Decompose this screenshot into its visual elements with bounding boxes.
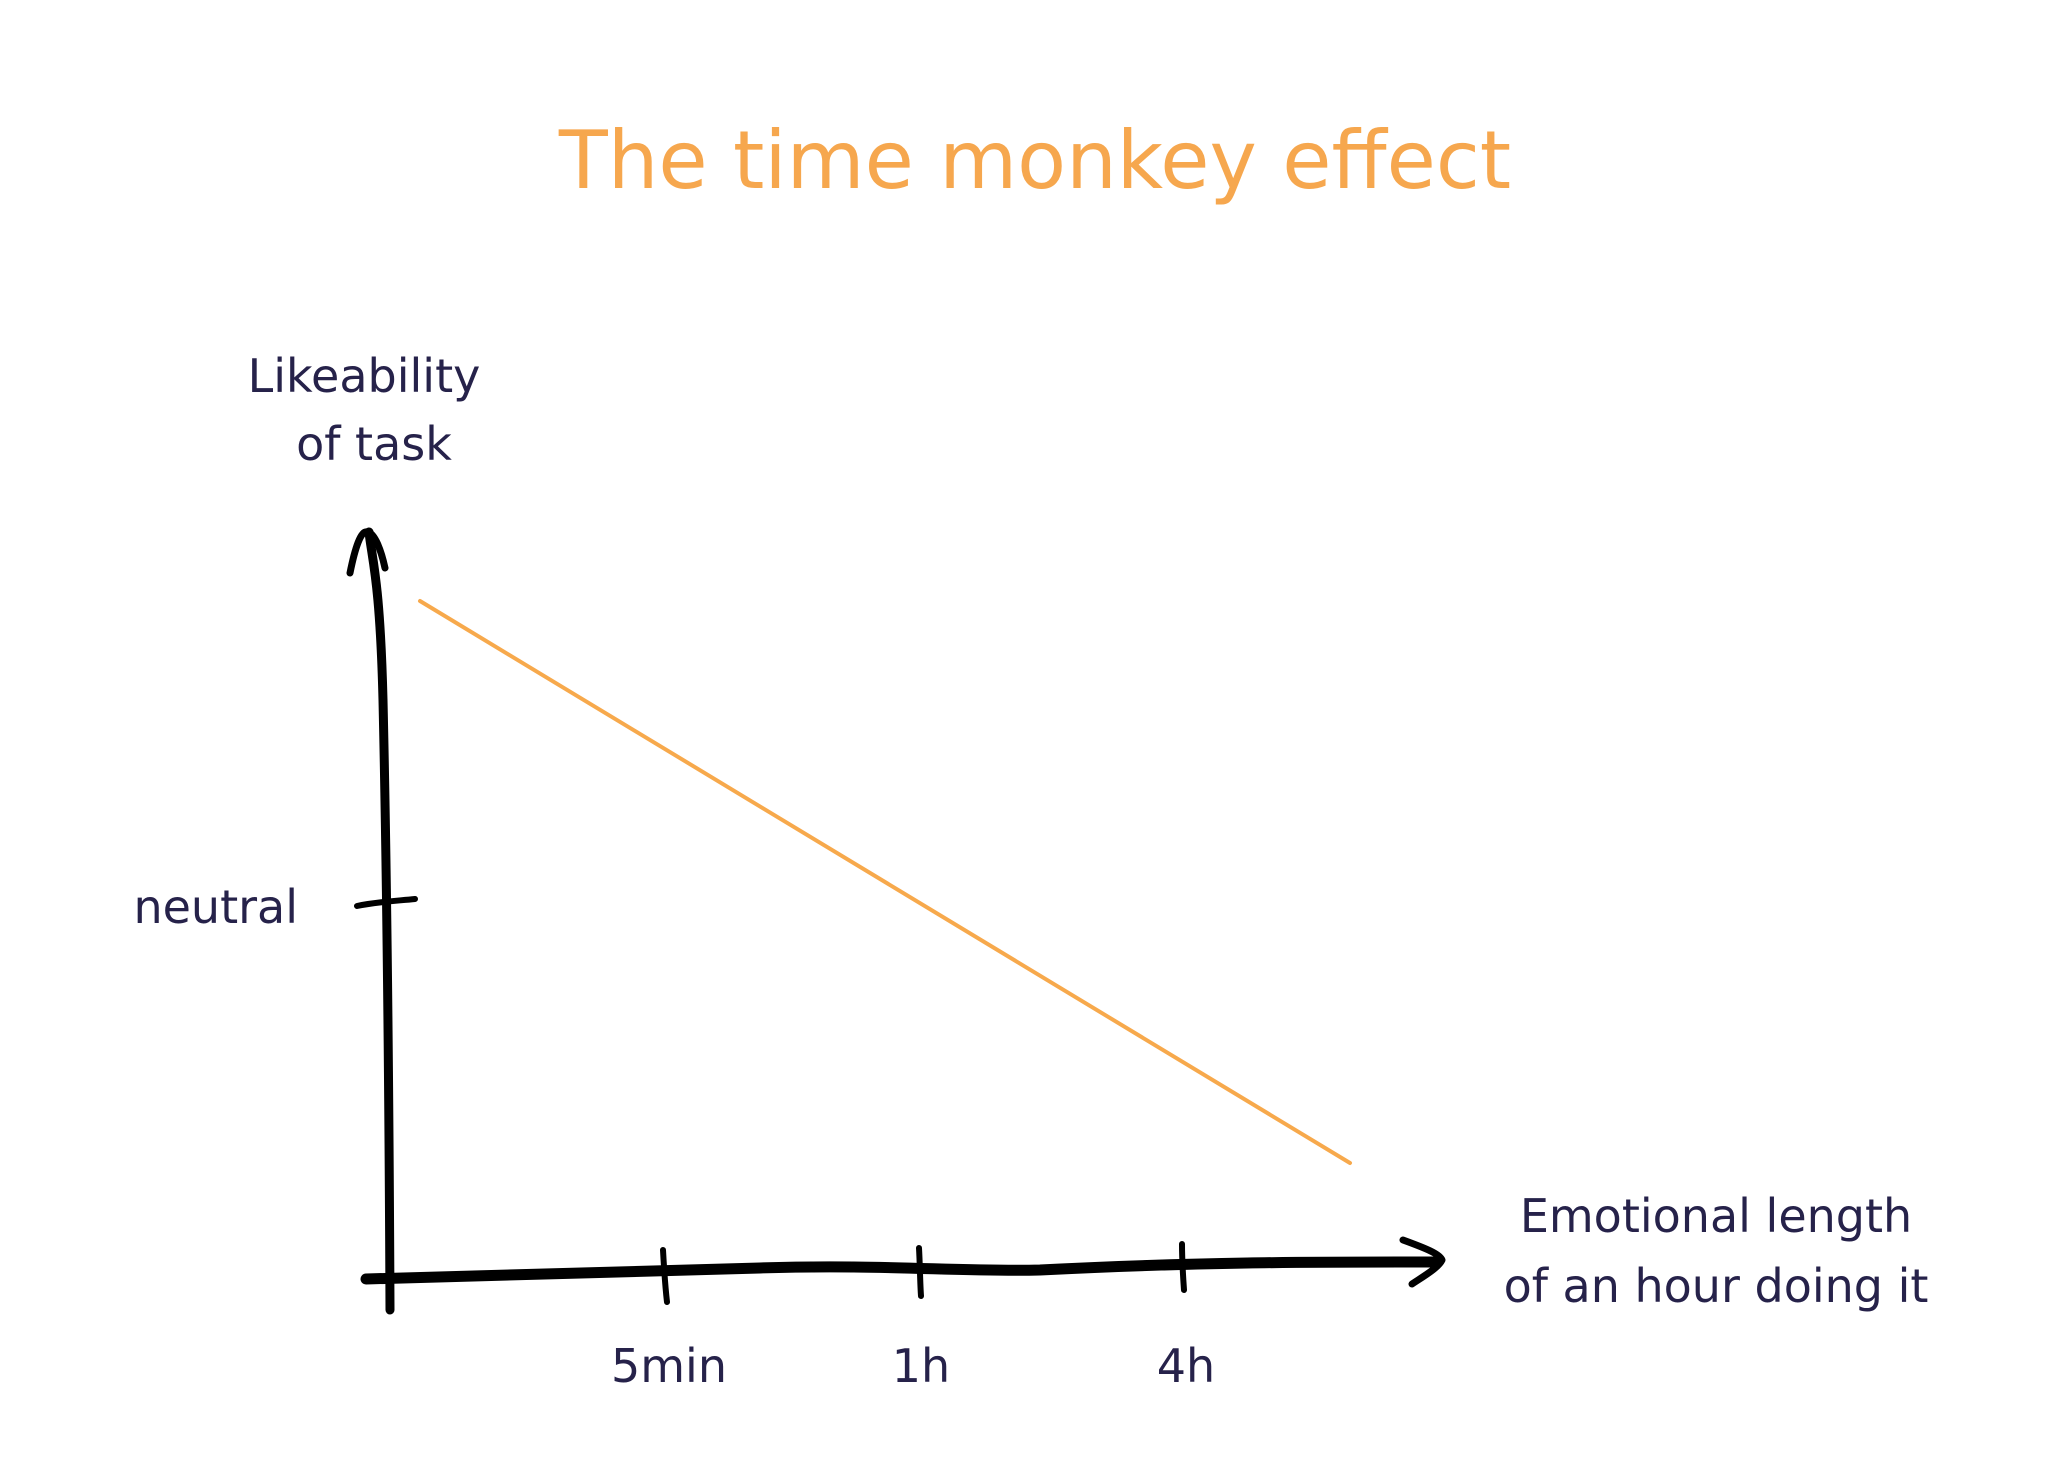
x-axis-label-line-1: Emotional length <box>1520 1189 1912 1243</box>
y-axis-line <box>364 527 395 1315</box>
x-tick-label-1h: 1h <box>892 1339 950 1393</box>
x-axis-label-line-2: of an hour doing it <box>1504 1259 1929 1313</box>
x-tick-mark-5min <box>660 1247 670 1305</box>
y-axis-arrowhead <box>346 528 389 577</box>
x-tick-label-5min: 5min <box>611 1339 727 1393</box>
y-tick-label-neutral: neutral <box>133 880 298 934</box>
series-line <box>418 599 1352 1165</box>
y-axis-label-line-1: Likeability <box>248 349 481 403</box>
chart-title: The time monkey effect <box>558 114 1511 207</box>
x-tick-label-4h: 4h <box>1157 1339 1215 1393</box>
x-axis-arrowhead <box>1399 1236 1446 1288</box>
y-tick-mark-neutral <box>354 896 418 909</box>
x-axis-line <box>360 1256 1444 1285</box>
x-tick-mark-1h <box>916 1245 924 1299</box>
y-axis-label-line-2: of task <box>296 417 452 471</box>
x-tick-mark-4h <box>1179 1241 1187 1293</box>
